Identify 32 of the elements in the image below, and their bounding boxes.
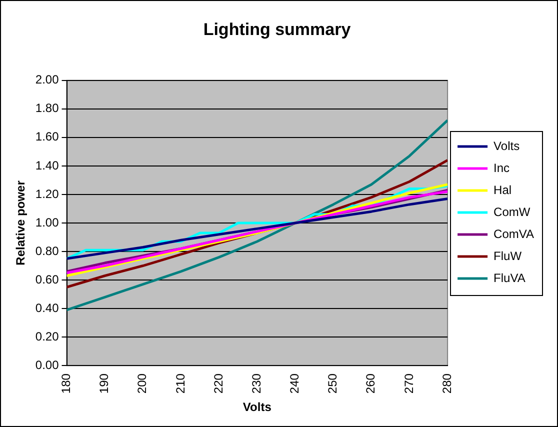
legend-label: Volts <box>494 138 520 153</box>
y-tick-label: 2.00 <box>35 72 60 87</box>
legend-label: Inc <box>494 160 510 175</box>
y-tick-label: 1.20 <box>35 186 60 201</box>
x-tick-label: 210 <box>173 373 188 394</box>
legend-label: Hal <box>494 182 512 197</box>
legend-label: FluW <box>494 248 522 263</box>
y-axis-title: Relative power <box>14 180 28 266</box>
x-tick-label: 240 <box>288 373 302 394</box>
y-tick-label: 0.40 <box>35 300 60 315</box>
x-tick-label: 200 <box>135 373 150 394</box>
x-tick-label: 220 <box>211 373 226 394</box>
y-tick-label: 1.00 <box>35 215 60 230</box>
x-tick-label: 260 <box>364 373 378 394</box>
legend-label: FluVA <box>494 270 526 285</box>
x-tick-label: 270 <box>402 373 416 394</box>
x-tick-label: 190 <box>97 373 112 394</box>
x-tick-label: 280 <box>440 373 454 394</box>
x-tick-label: 230 <box>249 373 264 394</box>
y-tick-label: 1.60 <box>35 130 60 144</box>
x-axis-title: Volts <box>242 400 272 414</box>
y-tick-label: 0.80 <box>35 244 60 258</box>
y-tick-label: 0.60 <box>35 272 60 286</box>
x-tick-label: 180 <box>59 373 74 394</box>
legend-label: ComVA <box>494 226 534 241</box>
y-tick-label: 1.40 <box>35 158 60 172</box>
y-tick-label: 0.00 <box>35 358 60 372</box>
legend-label: ComW <box>494 204 531 219</box>
y-tick-label: 1.80 <box>35 101 60 116</box>
x-tick-label: 250 <box>326 373 340 394</box>
y-tick-label: 0.20 <box>35 329 60 344</box>
chart-title: Lighting summary <box>203 20 352 39</box>
